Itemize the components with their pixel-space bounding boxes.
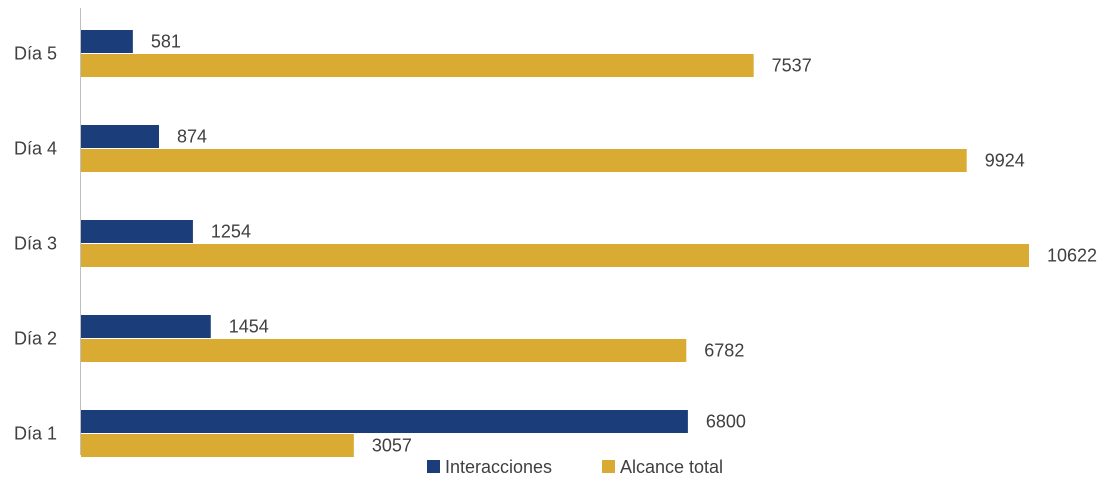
bar-interacciones — [81, 125, 160, 148]
category-labels: Día 1 Día 2 Día 3 Día 4 Día 5 — [14, 44, 57, 444]
category-label: Día 3 — [14, 234, 57, 254]
data-label: 1254 — [211, 222, 251, 242]
data-label: 7537 — [772, 56, 812, 76]
data-label: 6782 — [704, 341, 744, 361]
category-label: Día 1 — [14, 424, 57, 444]
bar-alcance-total — [81, 244, 1029, 267]
legend-swatch — [427, 460, 440, 473]
bar-interacciones — [81, 30, 133, 53]
category-label: Día 5 — [14, 44, 57, 64]
category-label: Día 4 — [14, 139, 57, 159]
data-label: 9924 — [985, 151, 1025, 171]
category-label: Día 2 — [14, 329, 57, 349]
bar-interacciones — [81, 220, 193, 243]
legend-label: Alcance total — [620, 457, 723, 477]
bar-alcance-total — [81, 149, 967, 172]
bar-alcance-total — [81, 339, 687, 362]
bar-interacciones — [81, 410, 688, 433]
data-label: 6800 — [706, 412, 746, 432]
bar-interacciones — [81, 315, 211, 338]
data-label: 10622 — [1047, 246, 1097, 266]
data-labels: 6800 3057 1454 6782 1254 10622 874 9924 581 7537 — [151, 32, 1097, 456]
bar-alcance-total — [81, 54, 754, 77]
legend-label: Interacciones — [445, 457, 552, 477]
bar-alcance-total — [81, 434, 354, 457]
data-label: 1454 — [229, 317, 269, 337]
data-label: 3057 — [372, 436, 412, 456]
legend: Interacciones Alcance total — [427, 457, 723, 477]
data-label: 581 — [151, 32, 181, 52]
legend-swatch — [602, 460, 615, 473]
bars — [81, 30, 1029, 457]
data-label: 874 — [177, 127, 207, 147]
